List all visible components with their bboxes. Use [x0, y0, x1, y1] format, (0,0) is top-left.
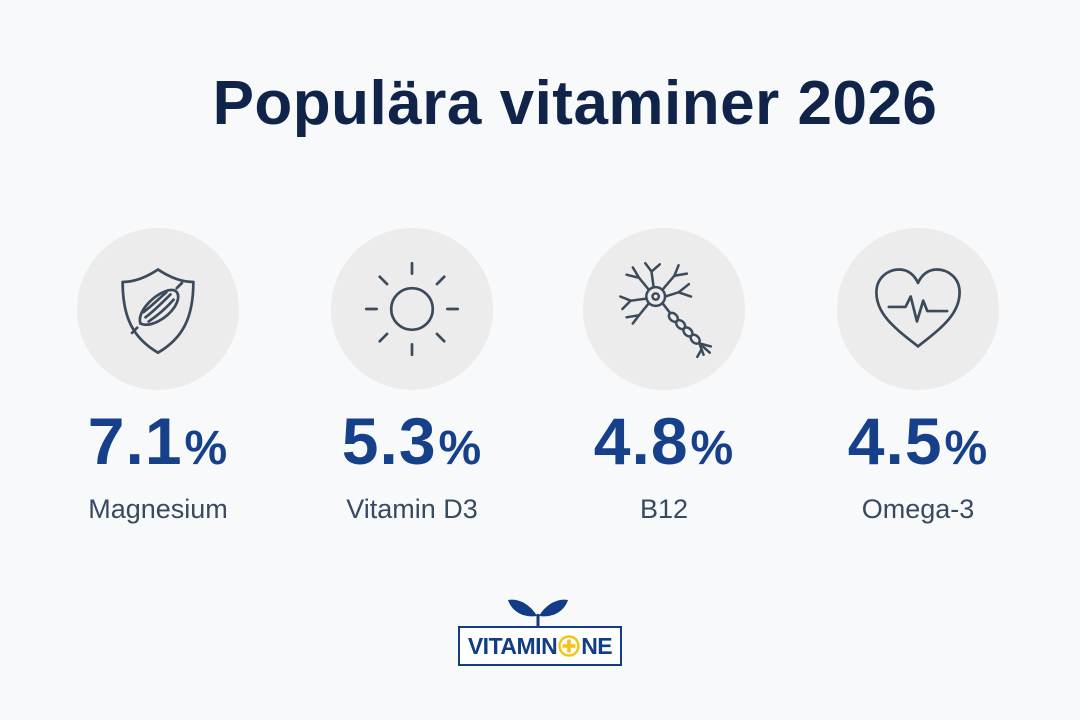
plus-circle-icon — [558, 635, 580, 657]
icon-circle — [331, 228, 493, 390]
icon-circle — [837, 228, 999, 390]
stat-label: B12 — [639, 494, 689, 524]
leaves-icon — [508, 599, 568, 630]
page-title: Populära vitaminer 2026 — [212, 69, 938, 138]
stat-value: 4.8% — [593, 404, 735, 478]
stats-row: 7.1% Magnesium 5.3% Vitamin D3 — [0, 228, 1080, 548]
stat-label: Vitamin D3 — [346, 494, 478, 524]
stat-magnesium: 7.1% Magnesium — [48, 228, 268, 525]
stat-label: Omega-3 — [861, 494, 975, 524]
muscle-shield-icon — [121, 268, 195, 355]
stat-value: 4.5% — [847, 404, 989, 478]
neuron-icon — [619, 261, 713, 359]
stat-value: 7.1% — [87, 404, 229, 478]
stat-vitamin-d3: 5.3% Vitamin D3 — [302, 228, 522, 525]
logo-wordmark: VITAMIN NE — [458, 626, 622, 666]
stat-value: 5.3% — [341, 404, 483, 478]
logo-text-right: NE — [581, 632, 613, 659]
heart-pulse-icon — [875, 268, 961, 348]
stat-omega-3: 4.5% Omega-3 — [808, 228, 1028, 525]
icon-circle — [77, 228, 239, 390]
brand-logo: VITAMIN NE — [458, 596, 622, 670]
stat-b12: 4.8% B12 — [554, 228, 774, 525]
stat-label: Magnesium — [88, 494, 228, 524]
logo-text-left: VITAMIN — [467, 632, 558, 659]
sun-icon — [364, 261, 460, 357]
icon-circle — [583, 228, 745, 390]
